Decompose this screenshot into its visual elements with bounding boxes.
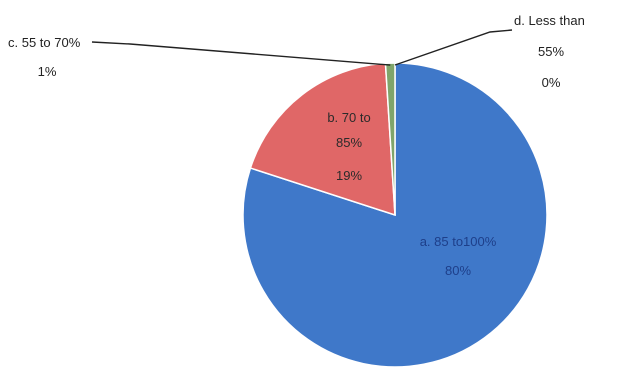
slice-a-value: 80% <box>445 263 471 278</box>
pie-slice-b <box>249 62 396 217</box>
slice-c-label: c. 55 to 70% <box>8 35 81 50</box>
slice-c-value: 1% <box>38 64 57 79</box>
leader-line-d <box>394 29 513 66</box>
slice-d-label-line2: 55% <box>538 44 564 59</box>
slice-b-label-line1: b. 70 to <box>327 110 370 125</box>
slice-b-value: 19% <box>336 168 362 183</box>
slice-b-label-line2: 85% <box>336 135 362 150</box>
pie-slice-c <box>384 62 396 216</box>
slice-a-label: a. 85 to100% <box>420 234 497 249</box>
slice-d-label-line1: d. Less than <box>514 13 585 28</box>
leader-line-c <box>91 41 391 66</box>
slice-d-value: 0% <box>542 75 561 90</box>
